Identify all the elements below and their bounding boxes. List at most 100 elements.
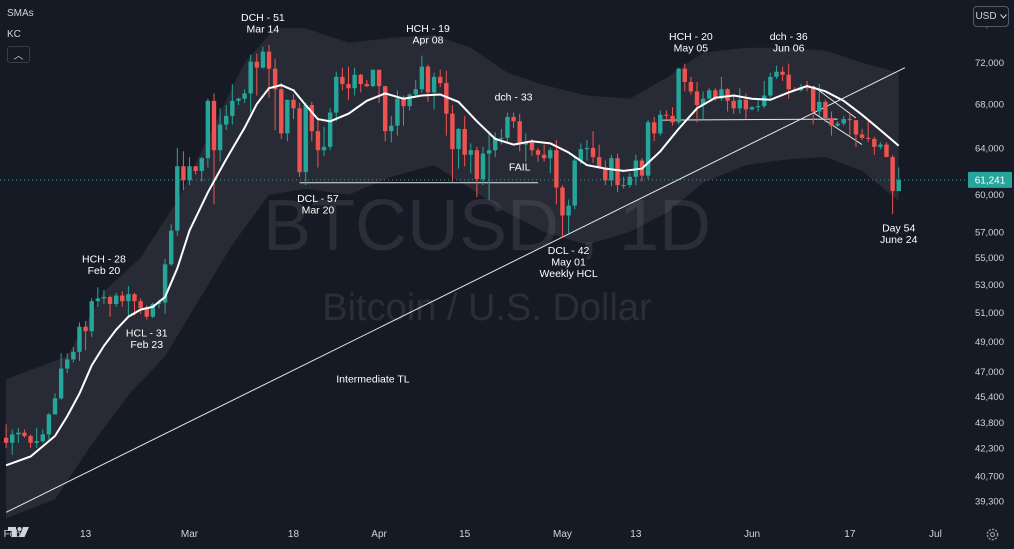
candle [193,166,198,175]
candle [688,76,694,95]
candle-body [584,147,590,150]
candle [474,146,480,198]
candle [627,173,632,188]
candle [382,86,388,142]
candle [126,285,131,317]
candle [370,69,376,88]
indicator-label-smas[interactable]: SMAs [7,8,34,19]
candle-body [859,134,865,138]
candle-body [865,137,871,139]
candle [321,126,327,156]
candle [450,105,455,182]
candle-body [291,99,296,109]
candle [279,83,284,139]
candle [358,73,363,93]
candle-body [389,125,394,132]
candle-body [364,84,370,87]
candle-body [77,326,82,352]
candle [572,155,577,210]
candle [187,157,192,186]
candle-body [254,61,259,68]
candle-body [28,436,33,443]
candle-body [334,76,339,113]
candle [523,133,528,162]
candle-body [474,150,480,180]
current-price: 61,241 [0,171,1012,188]
candle [364,79,370,88]
candle-body [688,81,694,92]
candle [346,66,351,100]
candle [566,199,571,234]
current-price-tag [968,171,1012,188]
candle-body [645,122,651,176]
candle [535,147,541,162]
y-tick-label: 68,000 [975,100,1004,111]
candle [120,291,125,307]
candle-body [829,118,834,126]
keltner-band [6,28,899,518]
candle [285,99,290,142]
annotation-text: DCH - 51 [241,12,285,24]
candle-body [199,158,204,171]
candle-body [774,71,779,77]
candle [58,353,64,400]
y-tick-label: 40,700 [975,471,1004,482]
candle-body [768,76,773,96]
tradingview-logo[interactable] [7,524,31,540]
annotation-text: HCH - 28 [82,253,126,265]
candle-body [713,90,718,99]
candle [168,224,174,266]
candle [340,67,345,91]
annotation-text: Weekly HCL [540,268,598,280]
candle-body [150,303,156,317]
candle-body [370,69,376,87]
y-tick-label: 60,000 [975,190,1004,201]
candle [181,151,186,190]
candle [486,131,492,200]
x-tick-label: Jul [929,529,942,540]
trendlines[interactable] [5,67,906,513]
candle [113,292,119,307]
candle-body [321,146,327,151]
gear-icon[interactable] [985,527,1000,542]
price-axis[interactable]: 76,00072,00068,00064,00060,00057,00055,0… [975,19,1004,508]
candle-body [120,295,125,302]
candle-body [890,157,895,192]
candle [150,302,156,319]
annotation-text: DCL - 57 [297,193,339,205]
candle-body [3,437,9,443]
currency-select[interactable]: USD [973,6,1009,27]
candle [725,88,730,112]
candle [272,58,278,131]
candle [682,63,687,92]
annotation-text: HCH - 20 [669,31,713,43]
candle [762,80,767,109]
y-tick-label: 39,300 [975,497,1004,508]
candle-body [230,100,235,116]
candle-body [707,90,712,99]
x-tick-label: Jun [744,529,760,540]
y-tick-label: 55,000 [975,253,1004,264]
candle-body [676,68,681,123]
candle [541,144,547,162]
time-axis[interactable]: Feb13Mar18Apr15May13Jun17Jul [4,529,942,540]
candle-body [22,432,27,437]
candle [438,69,443,88]
candle-body [572,160,577,206]
annotation-text: Intermediate TL [336,373,410,385]
candle-body [132,294,137,302]
candle [853,120,859,147]
candle [211,93,217,205]
candle [676,67,681,125]
candle [34,427,39,448]
candle [749,106,755,111]
y-tick-label: 53,000 [975,280,1004,291]
indicator-label-kc[interactable]: KC [7,29,21,40]
y-tick-label: 42,300 [975,443,1004,454]
candle-body [755,106,761,108]
collapse-indicators-button[interactable]: ︿ [7,46,30,63]
y-tick-label: 43,800 [975,418,1004,429]
candle [755,99,761,112]
